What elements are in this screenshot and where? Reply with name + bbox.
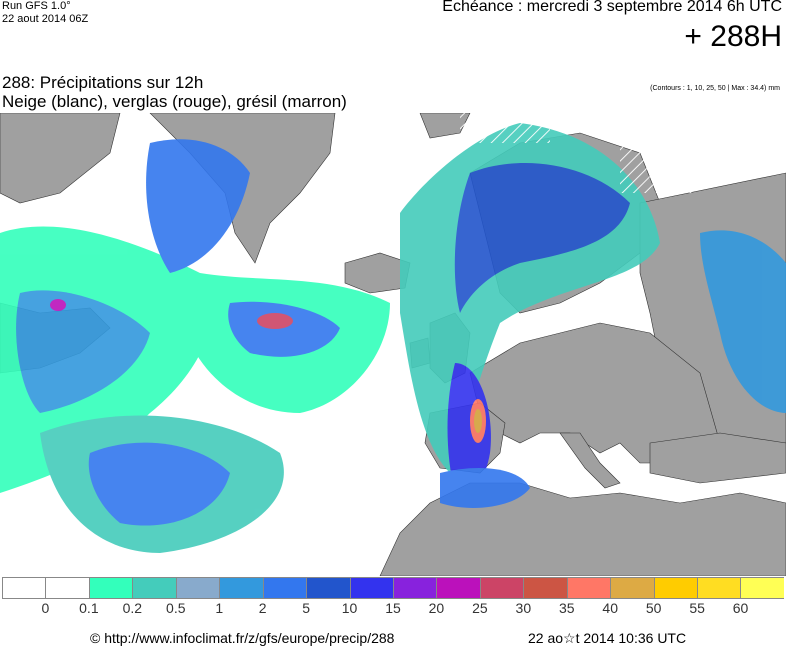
legend-label: 40 — [602, 600, 619, 616]
legend-label: 10 — [341, 600, 358, 616]
legend-swatch — [45, 578, 89, 598]
legend-swatch — [697, 578, 741, 598]
legend-swatch — [88, 578, 133, 598]
legend-label: 60 — [732, 600, 749, 616]
contours-note: (Contours : 1, 10, 25, 50 | Max : 34.4) … — [650, 85, 780, 92]
snow-hatch-greenland — [360, 113, 400, 143]
legend-label: 30 — [515, 600, 532, 616]
precip-atlantic-west-core — [16, 290, 151, 413]
legend-label: 0.5 — [166, 600, 186, 616]
legend-swatch — [2, 578, 46, 598]
precip-russia — [700, 230, 786, 413]
italy — [559, 432, 621, 489]
continental-europe — [469, 322, 721, 464]
legend-swatch — [132, 578, 176, 598]
forecast-valid-time: Echéance : mercredi 3 septembre 2014 6h … — [442, 0, 782, 15]
legend-label: 15 — [385, 600, 401, 616]
legend-swatch — [262, 578, 307, 598]
legend-swatch — [392, 578, 437, 598]
legend-labels: 0 0.1 0.2 0.5 1 2 5 10 15 20 25 30 35 40 50 55 60 — [2, 600, 784, 618]
legend-label: 2 — [258, 600, 267, 616]
legend-label: 25 — [472, 600, 488, 616]
precip-norway-core — [454, 163, 630, 313]
legend-label: 0.2 — [122, 600, 143, 616]
legend-label: 50 — [645, 600, 662, 616]
legend-swatch — [175, 578, 220, 598]
precip-max-iberia-core — [474, 409, 482, 433]
legend-swatch — [523, 578, 567, 598]
map-title: 288: Précipitations sur 12h — [2, 73, 204, 92]
precip-iberian-band — [447, 363, 491, 494]
legend-label: 0.1 — [79, 600, 99, 616]
map-subtitle: Neige (blanc), verglas (rouge), grésil (… — [2, 92, 347, 111]
precip-north-atlantic-core — [228, 301, 340, 357]
legend-swatch — [653, 578, 697, 598]
legend-label: 20 — [428, 600, 445, 616]
precip-max-atlantic — [257, 313, 293, 329]
legend-label: 0 — [41, 600, 50, 616]
legend-label: 35 — [558, 600, 575, 616]
generation-timestamp: 22 ao☆t 2014 10:36 UTC — [528, 630, 687, 646]
forecast-horizon: + 288H — [684, 20, 782, 53]
run-date: 22 aout 2014 06Z — [2, 13, 89, 25]
legend-swatch — [436, 578, 480, 598]
legend-label: 55 — [689, 600, 705, 616]
legend-swatch — [740, 578, 784, 598]
legend-swatch — [566, 578, 611, 598]
canada-north — [0, 113, 121, 204]
precip-north-africa — [440, 468, 530, 508]
legend-swatch — [610, 578, 654, 598]
precipitation-map — [0, 113, 786, 576]
precip-max-labrador — [50, 299, 66, 311]
legend-label: 1 — [215, 600, 224, 616]
legend-swatch — [306, 578, 350, 598]
legend-swatch — [479, 578, 524, 598]
legend-swatch — [219, 578, 263, 598]
turkey — [649, 432, 786, 484]
precip-greenland-coast — [146, 139, 250, 273]
credit-link[interactable]: © http://www.infoclimat.fr/z/gfs/europe/… — [90, 630, 395, 646]
legend-swatch — [349, 578, 393, 598]
precip-atlantic-south-core — [88, 442, 230, 526]
snow-hatch-northeast — [620, 123, 700, 193]
precip-fields — [0, 123, 786, 553]
legend-color-bar — [2, 577, 784, 599]
snow-hatch-zones — [360, 113, 700, 193]
legend-label: 5 — [302, 600, 311, 616]
snow-hatch-north — [460, 113, 550, 143]
run-label: Run GFS 1.0° — [2, 0, 71, 12]
